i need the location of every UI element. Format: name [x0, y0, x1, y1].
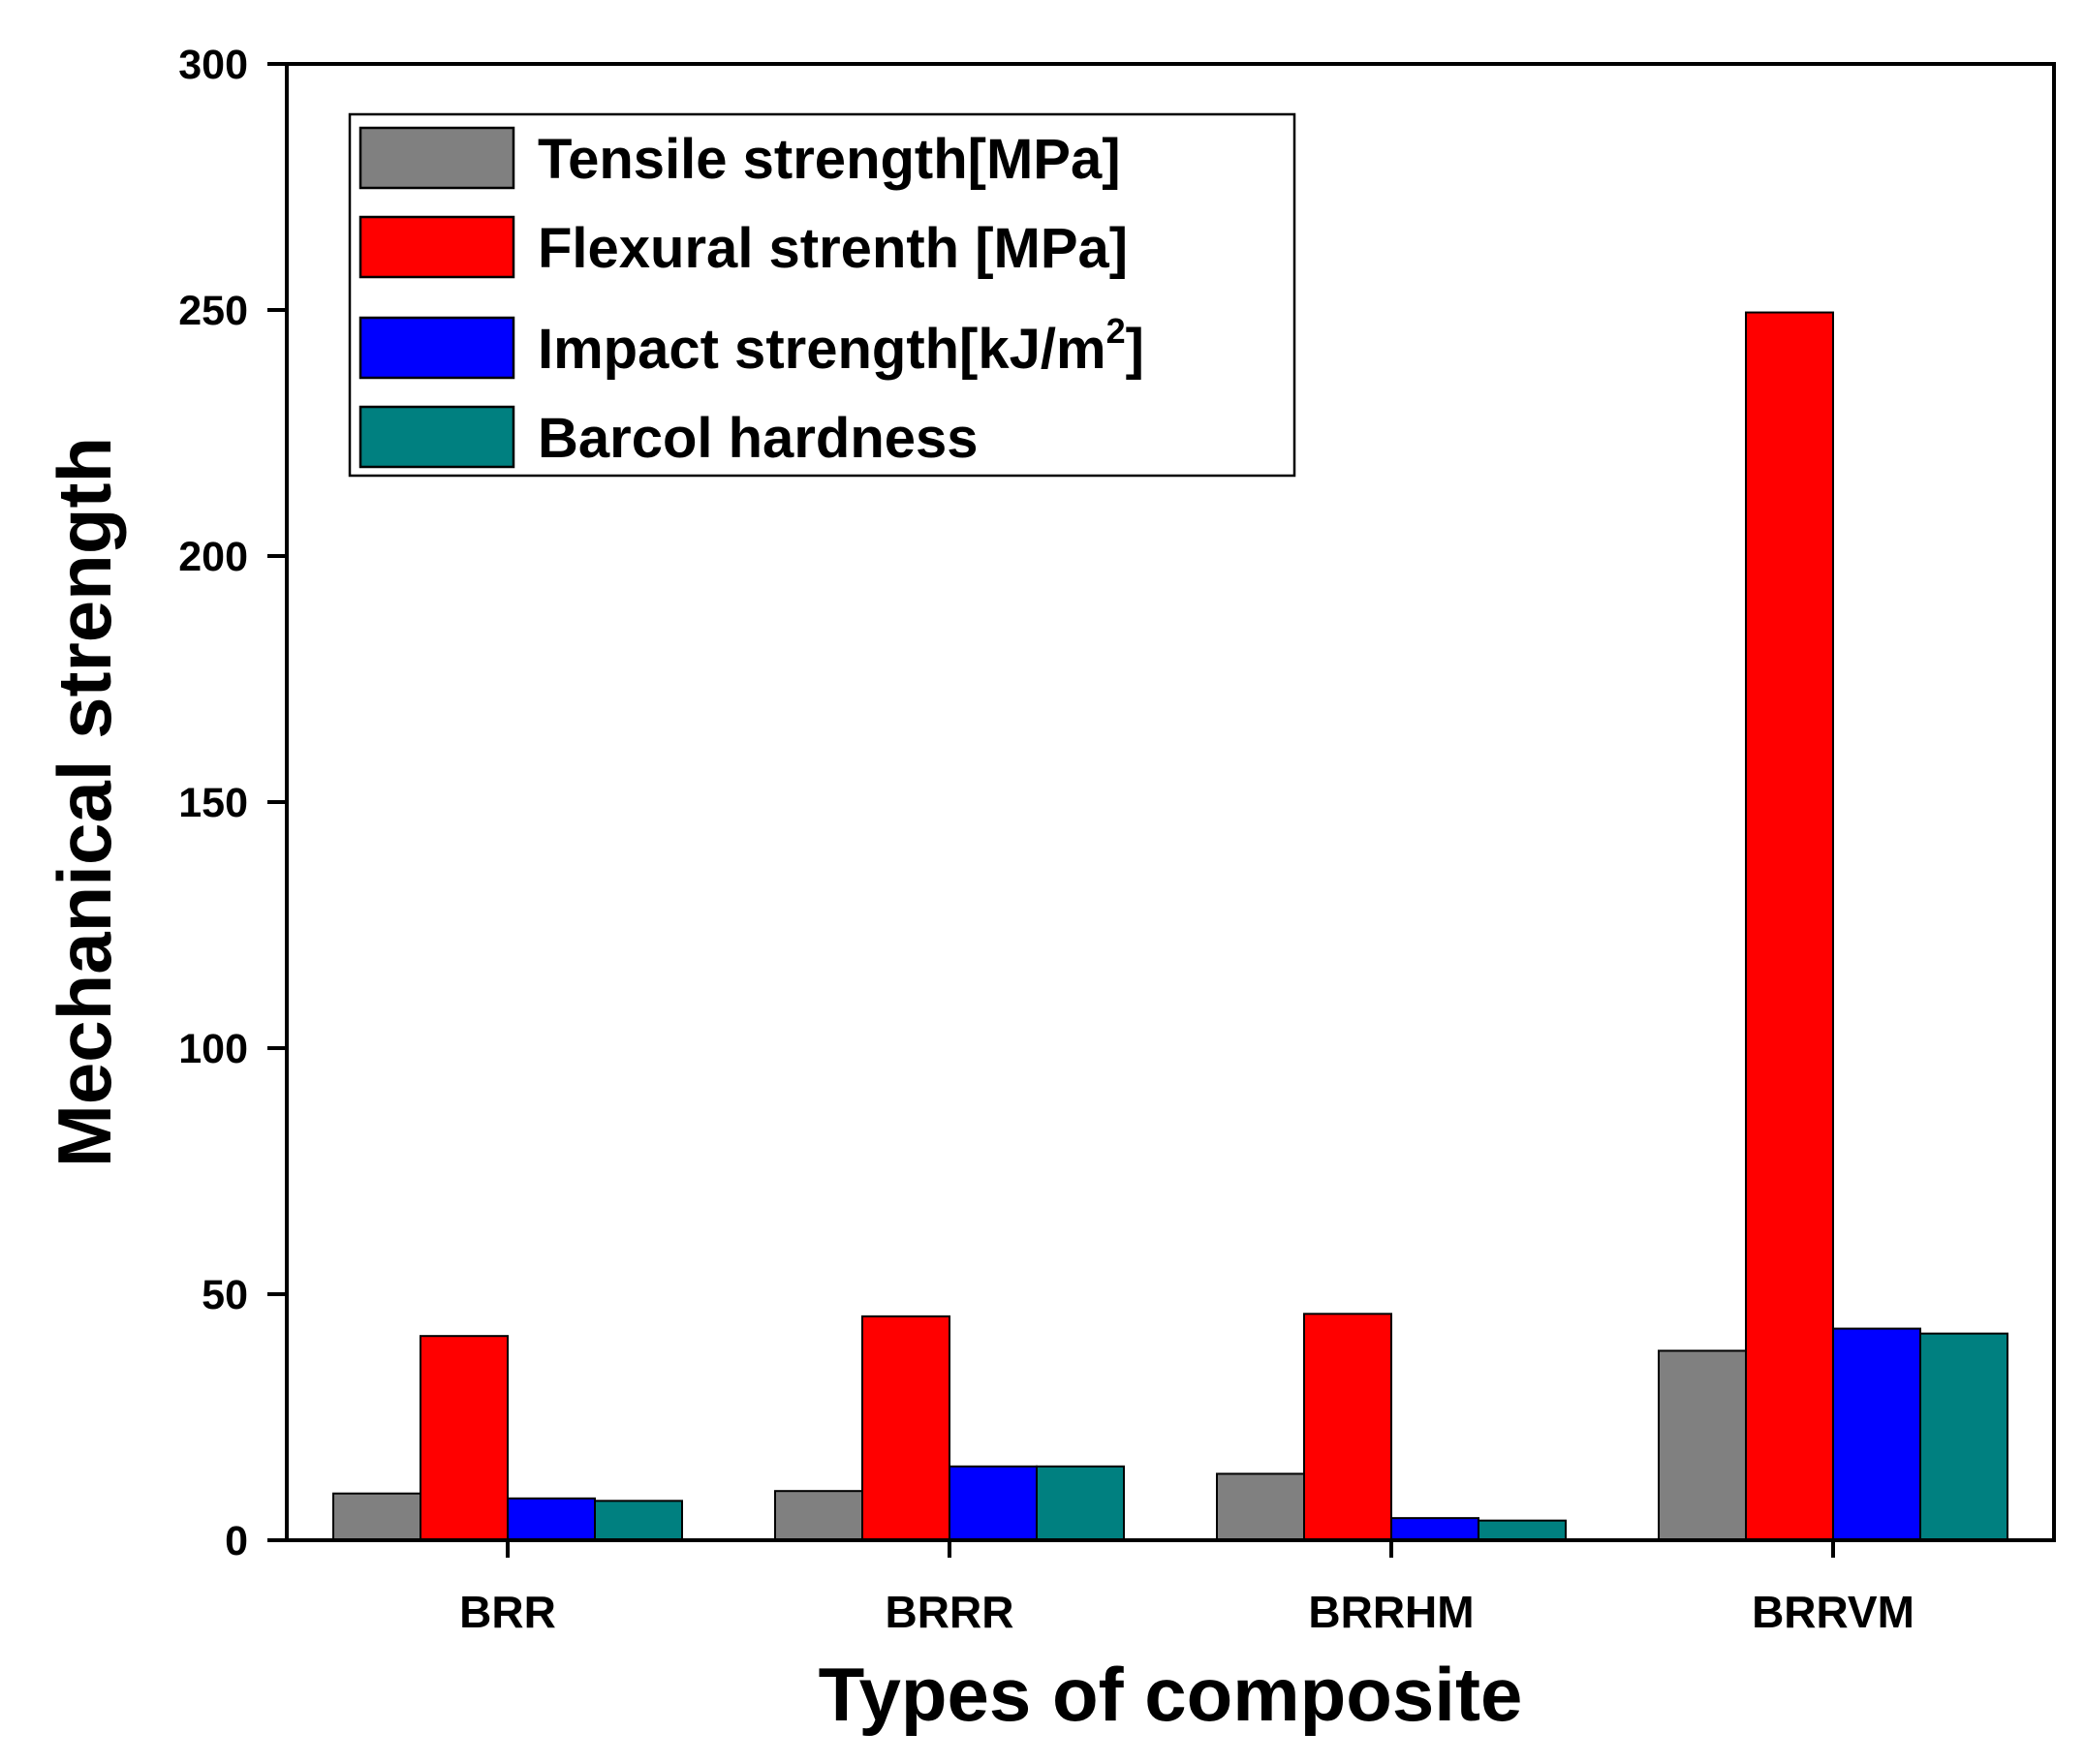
bar-brrhm-barcol-hardness [1478, 1519, 1567, 1542]
y-tick-label: 250 [178, 288, 248, 334]
ticks-layer: 0 50 100 150 200 250 300 BRR BRRR BRRHM BRRVM [178, 42, 1914, 1637]
x-tick-label-brr: BRR [459, 1587, 556, 1637]
x-tick-label-brrhm: BRRHM [1308, 1587, 1474, 1637]
y-tick-label: 50 [202, 1272, 248, 1318]
bar-brrvm-tensile-strength [1658, 1349, 1747, 1542]
bar-brrhm-tensile-strength [1216, 1472, 1305, 1542]
legend-swatch-flexural-strenth [358, 215, 515, 279]
bar-brr-flexural-strenth [420, 1335, 509, 1542]
bars-layer [332, 311, 2008, 1542]
legend-swatch-barcol-hardness [358, 405, 515, 469]
bar-brrvm-flexural-strenth [1745, 311, 1834, 1541]
y-tick-label: 0 [225, 1518, 248, 1564]
bar-brrhm-impact-strength [1390, 1517, 1479, 1542]
bar-brrr-barcol-hardness [1036, 1465, 1125, 1542]
legend-label-tensile-strength: Tensile strength[MPa] [538, 128, 1121, 191]
y-tick-label: 100 [178, 1026, 248, 1072]
y-tick-label: 300 [178, 42, 248, 88]
bar-brrhm-flexural-strenth [1303, 1313, 1392, 1541]
legend-label-impact-strength: Impact strength[kJ/m2] [538, 311, 1144, 381]
legend-swatch-tensile-strength [358, 126, 515, 190]
x-tick-label-brrr: BRRR [886, 1587, 1014, 1637]
y-tick-label: 200 [178, 534, 248, 580]
bar-brrvm-barcol-hardness [1919, 1332, 2008, 1542]
bar-brrr-tensile-strength [774, 1490, 863, 1541]
x-axis-title: Types of composite [819, 1652, 1523, 1737]
y-axis-title: Mechanical strength [42, 437, 127, 1167]
x-tick-label-brrvm: BRRVM [1752, 1587, 1914, 1637]
bar-brr-impact-strength [507, 1497, 596, 1541]
bar-brr-barcol-hardness [594, 1500, 683, 1541]
legend-label-flexural-strenth: Flexural strenth [MPa] [538, 217, 1128, 280]
y-tick-label: 150 [178, 780, 248, 826]
plot-frame [285, 62, 2056, 1542]
legend-label-barcol-hardness: Barcol hardness [538, 407, 979, 470]
bar-brrvm-impact-strength [1832, 1327, 1921, 1542]
legend: Tensile strength[MPa] Flexural strenth [M… [348, 112, 1296, 478]
bar-brrr-impact-strength [949, 1465, 1038, 1542]
bar-brrr-flexural-strenth [861, 1315, 950, 1541]
legend-swatch-impact-strength [358, 316, 515, 380]
bar-brr-tensile-strength [332, 1492, 421, 1541]
